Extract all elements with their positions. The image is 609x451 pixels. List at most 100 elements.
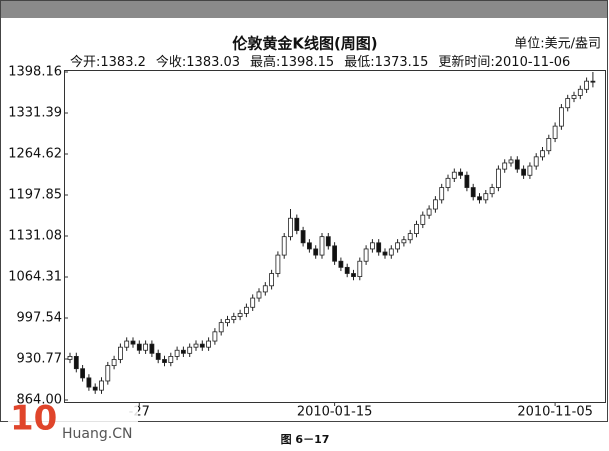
watermark-bg <box>8 404 138 446</box>
candle-body <box>351 273 356 277</box>
y-tick-label: 1131.08 <box>8 229 62 244</box>
candle-body <box>552 125 558 139</box>
candle-body <box>193 343 199 348</box>
candle-body <box>445 177 451 188</box>
candle-body <box>521 168 526 176</box>
candle-body <box>162 359 167 363</box>
candle-body <box>414 223 419 234</box>
candle-body <box>130 340 136 345</box>
y-tick-label: 1197.85 <box>8 188 62 203</box>
candle-body <box>565 98 571 109</box>
info-label: 最高: <box>250 54 280 70</box>
candle-body <box>155 352 161 360</box>
candle-body <box>218 322 224 333</box>
candle-body <box>187 346 193 354</box>
candle-body <box>105 365 111 382</box>
candle-body <box>243 306 249 314</box>
info-label: 更新时间: <box>438 54 494 70</box>
candle-body <box>502 162 508 170</box>
candle-body <box>250 297 256 308</box>
candle-body <box>533 156 539 167</box>
candle-body <box>118 346 123 360</box>
candle-body <box>489 187 495 195</box>
candle-body <box>67 356 73 360</box>
x-tick-label: 2010-11-05 <box>517 405 593 420</box>
candle-body <box>483 193 489 201</box>
candle-body <box>540 150 545 158</box>
y-tick-label: 1398.16 <box>8 65 62 80</box>
candle-body <box>514 159 520 170</box>
candle-body <box>143 343 149 351</box>
y-tick-label: 1064.31 <box>8 270 62 285</box>
candle-body <box>590 80 596 83</box>
info-line: 今开:1383.2 今收:1383.03 最高:1398.15 最低:1373.15 更… <box>70 54 570 70</box>
candle-body <box>80 368 85 379</box>
candle-body <box>401 239 407 244</box>
candle-body <box>92 386 98 391</box>
candle-body <box>332 245 338 262</box>
candle-body <box>256 291 262 299</box>
candle-body <box>237 313 243 317</box>
candle-body <box>470 187 476 198</box>
candle-body <box>199 343 205 348</box>
info-value: 1383.03 <box>186 55 240 70</box>
info-value: 1383.2 <box>100 55 146 70</box>
candle-body <box>559 107 564 127</box>
y-tick-label: 1264.62 <box>8 147 62 162</box>
x-tick-label: 2010-01-15 <box>297 405 373 420</box>
watermark-site: Huang.CN <box>62 426 132 442</box>
plot: 864.00 930.77 997.54 1064.31 1131.08 1197.85 1… <box>8 65 596 420</box>
candle-body <box>319 236 325 256</box>
candle-body <box>180 349 186 354</box>
candle-body <box>262 285 268 293</box>
info-value: 2010-11-06 <box>495 55 571 70</box>
candle-body <box>395 242 401 250</box>
candle-body <box>275 254 281 274</box>
header-bar <box>1 1 607 18</box>
candle-body <box>294 217 300 231</box>
candle-body <box>73 356 79 370</box>
candle-body <box>464 174 470 188</box>
candle-body <box>338 260 344 268</box>
candle-body <box>508 159 514 164</box>
candle-body <box>382 251 388 256</box>
candle-body <box>288 217 293 238</box>
candle-body <box>149 343 155 354</box>
candle-body <box>325 236 331 247</box>
chart-title: 伦敦黄金K线图(周图) <box>232 35 377 53</box>
candle-body <box>281 236 287 256</box>
candle-body <box>527 165 533 176</box>
candle-body <box>546 138 552 152</box>
candle-body <box>458 171 464 176</box>
candle-body <box>477 196 482 201</box>
candle-body <box>584 80 589 90</box>
info-label: 今开: <box>70 54 100 70</box>
info-label: 今收: <box>156 54 186 70</box>
candle-body <box>231 316 237 320</box>
candle-body <box>306 242 312 250</box>
candle-body <box>124 340 130 348</box>
caption: 图 6－17 <box>281 433 330 446</box>
candle-body <box>432 199 438 210</box>
y-tick-label: 997.54 <box>17 311 63 326</box>
candle-body <box>451 171 457 179</box>
candle-body <box>388 248 394 256</box>
candle-body <box>376 242 382 253</box>
candle-body <box>225 319 230 324</box>
candle-body <box>212 331 218 342</box>
candle-body <box>369 242 375 250</box>
candle-body <box>420 214 426 225</box>
candle-body <box>357 260 363 277</box>
unit: 单位:美元/盎司 <box>514 37 601 52</box>
candle-body <box>86 377 92 388</box>
candle-body <box>426 208 432 216</box>
candle-body <box>174 349 180 357</box>
info-value: 1398.15 <box>280 55 334 70</box>
candle-body <box>344 266 350 274</box>
candle-body <box>136 343 142 351</box>
candle-body <box>206 340 212 348</box>
candle-body <box>99 380 104 391</box>
candle-body <box>313 248 319 256</box>
y-tick-label: 930.77 <box>17 352 63 367</box>
candle-body <box>300 230 306 244</box>
